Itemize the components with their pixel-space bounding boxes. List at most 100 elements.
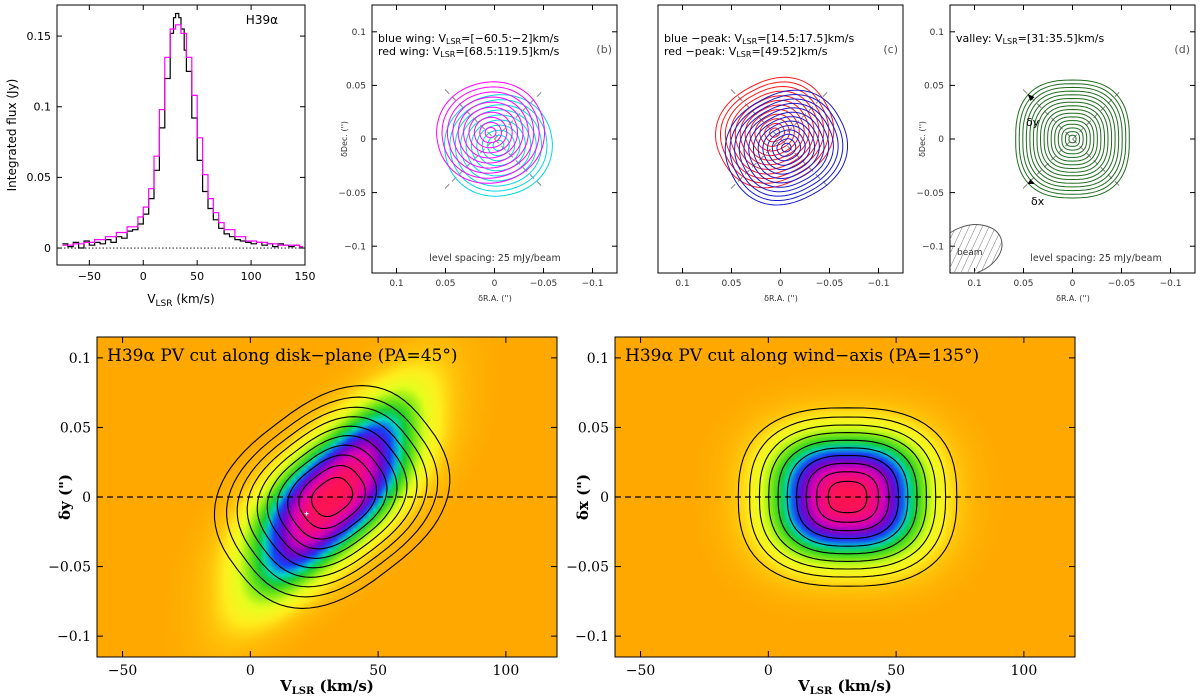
pv-contour <box>298 464 366 530</box>
pv-wind-xlabel-v: V <box>797 677 810 695</box>
contour-red-wing <box>441 86 540 179</box>
contour-valley <box>1054 120 1091 158</box>
pv-disk-xlabel-sub: LSR <box>292 686 315 696</box>
beam-ellipse <box>950 224 1003 273</box>
map-d-xlabel: δR.A. ('') <box>1056 294 1090 303</box>
contour-red-wing <box>479 121 502 144</box>
y-tick-label: 0.1 <box>69 351 91 367</box>
y-tick-label: 0 <box>938 135 944 145</box>
map-d-contours <box>1015 79 1130 199</box>
contour-red-peak <box>754 113 795 152</box>
contour-blue-wing <box>444 94 553 197</box>
map-panel-d: 0.1 0.05 0 −0.05 −0.10.10.050−0.05−0.1 beam … <box>916 4 1196 303</box>
x-tick-label: 50 <box>190 270 204 283</box>
x-tick-label: 0 <box>246 663 255 679</box>
pv-wind-axes: −50 0 50 100 0.1 0.05 0 −0.05 −0.1 <box>566 337 1075 679</box>
x-tick-label: −0.05 <box>1108 279 1136 289</box>
pv-wind-contours <box>615 407 1075 587</box>
spectrum-xlabel-unit: (km/s) <box>173 292 215 306</box>
x-tick-label: 0.1 <box>675 279 689 289</box>
contour-blue-peak <box>767 129 806 166</box>
x-tick-label: 100 <box>241 270 262 283</box>
pv-wind-xlabel-sub: LSR <box>810 686 833 696</box>
contour-valley <box>1047 112 1098 166</box>
pv-contour <box>276 444 388 550</box>
y-tick-label: 0.05 <box>578 420 609 436</box>
contour-red-peak <box>714 76 835 189</box>
pv-contour <box>236 406 428 588</box>
map-c-legend-blue-suffix: =[14.5:17.5]km/s <box>757 32 854 45</box>
map-b-legend-red-prefix: red wing: V <box>378 45 441 58</box>
map-panel-b: 0.1 0.05 0 −0.05 −0.1 0.1 0.05 0 −0.05 −0.1 blue … <box>338 4 618 303</box>
contour-red-wing <box>457 101 524 164</box>
map-b-legend-red-sub: LSR <box>440 50 456 59</box>
y-tick-label: −0.1 <box>344 242 366 252</box>
contour-blue-peak <box>724 89 848 206</box>
spectrum-ylabel: Integrated flux (Jy) <box>5 79 19 192</box>
map-b-legend-red: red wing: VLSR=[68.5:119.5]km/s <box>378 45 560 59</box>
contour-valley <box>1050 116 1095 162</box>
y-tick-label: −0.1 <box>922 242 944 252</box>
y-tick-label: −0.05 <box>48 559 91 575</box>
pv-contour <box>246 416 418 578</box>
observed-spectrum-line <box>62 12 303 249</box>
y-tick-label: 0.05 <box>27 171 52 184</box>
contour-valley <box>1064 131 1081 147</box>
pv-contour <box>287 454 378 540</box>
contour-valley <box>1068 134 1077 144</box>
contour-valley <box>1036 101 1109 177</box>
map-c-legend-blue: blue −peak: VLSR=[14.5:17.5]km/s <box>664 32 854 46</box>
contour-valley <box>1015 79 1130 199</box>
x-tick-label: −0.1 <box>868 279 890 289</box>
arrow-dx-head <box>1027 179 1035 184</box>
y-tick-label: 0.15 <box>27 30 52 43</box>
map-d-axes: 0.1 0.05 0 −0.05 −0.1 0.1 0.05 0 −0.05 −0.1 <box>916 5 1195 289</box>
y-tick-label: 0.1 <box>930 28 944 38</box>
map-b-legend-blue-sub: LSR <box>446 37 462 46</box>
x-tick-label: 0 <box>140 270 147 283</box>
y-tick-label: 0 <box>360 135 366 145</box>
contour-blue-peak <box>781 142 792 153</box>
contour-red-wing <box>468 111 513 154</box>
x-tick-label: 0.1 <box>967 279 981 289</box>
spectrum-frame <box>56 4 306 266</box>
map-b-panel-label: (b) <box>596 43 612 56</box>
contour-blue-peak <box>748 111 825 184</box>
y-tick-label: 0.05 <box>346 82 366 92</box>
map-b-legend-red-suffix: =[68.5:119.5]km/s <box>455 45 559 58</box>
contour-blue-wing <box>449 99 548 192</box>
map-d-footer: level spacing: 25 mJy/beam <box>1030 253 1161 264</box>
x-tick-label: 0 <box>778 279 784 289</box>
y-tick-label: −0.1 <box>57 629 91 645</box>
contour-blue-wing <box>471 119 526 172</box>
map-c-legend-blue-sub: LSR <box>742 37 758 46</box>
map-b-legend-blue-prefix: blue wing: V <box>378 32 446 45</box>
spectrum-xlabel-sub: LSR <box>156 299 173 309</box>
y-tick-label: 0.1 <box>34 101 52 114</box>
map-d-axis-label-dx: δx <box>1031 195 1045 208</box>
pv-disk-axes: −50 0 50 100 0.1 0.05 0 −0.05 −0.1 <box>48 337 557 679</box>
contour-red-peak <box>729 90 820 175</box>
y-tick-label: 0 <box>44 242 51 255</box>
x-tick-label: −50 <box>626 663 656 679</box>
contour-valley <box>1022 86 1123 192</box>
x-tick-label: −0.1 <box>1160 279 1182 289</box>
contour-valley <box>1057 123 1088 155</box>
y-tick-label: −0.05 <box>566 559 609 575</box>
contour-red-wing <box>436 81 545 184</box>
contour-red-peak <box>720 81 830 184</box>
pv-contour <box>213 385 451 609</box>
pv-disk-title: H39α PV cut along disk−plane (PA=45°) <box>107 346 457 366</box>
contour-valley <box>1018 83 1127 195</box>
x-tick-label: 100 <box>493 663 520 679</box>
x-tick-label: 0 <box>1070 279 1076 289</box>
pv-wind-panel: −50 0 50 100 0.1 0.05 0 −0.05 −0.1 H39α PV cut a… <box>566 336 1076 697</box>
map-c-contours <box>714 76 848 206</box>
x-tick-label: 100 <box>1011 663 1038 679</box>
x-tick-label: 0.1 <box>389 279 403 289</box>
x-tick-label: 150 <box>295 270 316 283</box>
contour-valley <box>1039 105 1106 173</box>
spectrum-xlabel: VLSR (km/s) <box>147 292 214 309</box>
